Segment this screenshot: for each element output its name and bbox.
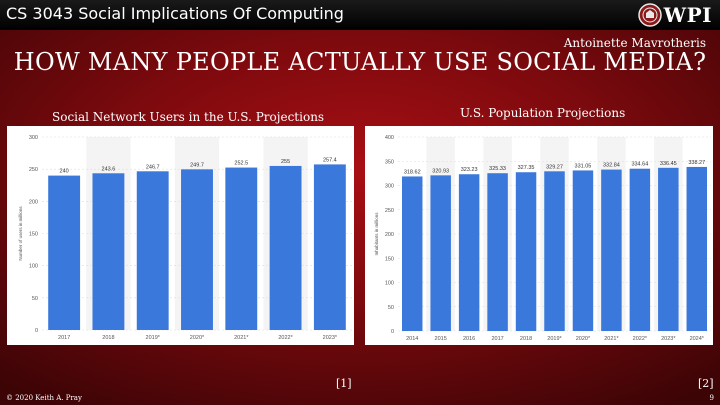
chart2-xtick-label: 2016 — [463, 336, 475, 342]
chart2-xtick-label: 2021* — [604, 336, 619, 342]
chart2-bar — [401, 176, 423, 331]
chart1-ytick-label: 300 — [29, 135, 38, 141]
chart2-xtick-label: 2023* — [661, 336, 676, 342]
chart2-xtick-label: 2017 — [491, 336, 503, 342]
reference-1[interactable]: [1] — [336, 377, 352, 390]
header-bar: CS 3043 Social Implications Of Computing… — [0, 0, 720, 30]
chart2-data-label: 318.62 — [404, 169, 421, 175]
chart2-ytick-label: 150 — [385, 256, 394, 262]
chart2-y-axis-label: Inhabitants in millions — [374, 212, 379, 256]
chart1-bar — [313, 164, 346, 330]
chart2-xtick-label: 2020* — [576, 336, 591, 342]
chart2-bar — [658, 167, 679, 331]
chart2-ytick-label: 300 — [385, 184, 394, 190]
chart2-xtick-label: 2019* — [547, 336, 562, 342]
chart2-panel: 0 50 100 150 200 250 300 350 400 Inhabitants in m… — [365, 126, 713, 345]
chart2-bar — [430, 175, 451, 331]
chart2-ytick-label: 0 — [391, 329, 394, 335]
chart2-bar — [629, 168, 651, 331]
chart1-y-axis-label: Number of users in millions — [18, 206, 23, 261]
chart1-ytick-label: 250 — [29, 167, 38, 173]
chart2-data-label: 329.27 — [546, 164, 563, 170]
chart2-bar — [601, 169, 622, 331]
chart1-bar — [136, 171, 169, 330]
chart2-data-label: 320.93 — [432, 168, 449, 174]
chart2-ytick-label: 200 — [385, 232, 394, 238]
chart1-ytick-label: 50 — [32, 296, 38, 302]
chart2-bar — [458, 174, 480, 331]
chart2-ytick-label: 250 — [385, 208, 394, 214]
chart1-xtick-label: 2019* — [146, 335, 161, 341]
page-number: 9 — [709, 394, 714, 402]
chart1-xtick-label: 2021* — [234, 335, 249, 341]
chart2-bar — [544, 171, 565, 331]
chart2-data-label: 332.84 — [603, 163, 620, 169]
chart2-ytick-label: 400 — [385, 135, 394, 141]
chart2-ytick-label: 100 — [385, 281, 394, 287]
chart2-xtick-label: 2018 — [520, 336, 532, 342]
chart1-xtick-label: 2022* — [278, 335, 293, 341]
chart1-data-label: 240 — [60, 169, 69, 175]
slide-title: HOW MANY PEOPLE ACTUALLY USE SOCIAL MEDI… — [13, 48, 707, 76]
seal-icon — [637, 2, 662, 27]
chart2-data-label: 338.27 — [688, 160, 705, 166]
chart1-xtick-label: 2020* — [190, 335, 205, 341]
chart1-bar — [225, 167, 258, 330]
chart1-data-label: 246.7 — [146, 164, 160, 170]
chart1-xtick-label: 2023* — [323, 335, 338, 341]
chart1-data-label: 249.7 — [190, 162, 204, 168]
reference-2[interactable]: [2] — [698, 377, 714, 390]
chart1-bar — [92, 173, 125, 330]
chart1-title: Social Network Users in the U.S. Project… — [52, 110, 325, 124]
chart2-xtick-label: 2022* — [633, 336, 648, 342]
chart2-bar — [572, 170, 594, 331]
chart1-data-label: 252.5 — [234, 161, 248, 167]
author-name: Antoinette Mavrotheris — [563, 36, 706, 50]
chart1-bar — [181, 169, 213, 330]
chart1-xtick-label: 2018 — [102, 335, 114, 341]
chart1-svg: 0 50 100 150 200 250 300 Number of users in mil… — [18, 135, 352, 341]
chart2-data-label: 331.05 — [575, 163, 592, 169]
chart1-data-label: 255 — [281, 159, 290, 165]
wpi-logo: WPI — [637, 1, 712, 28]
chart1-panel: 0 50 100 150 200 250 300 Number of users in mil… — [7, 126, 354, 345]
chart2-xtick-label: 2024* — [690, 336, 705, 342]
chart2-ytick-label: 350 — [385, 159, 394, 165]
logo-text: WPI — [663, 2, 712, 27]
chart2-svg: 0 50 100 150 200 250 300 350 400 Inhabitants in m… — [374, 135, 711, 342]
chart2-data-label: 327.35 — [518, 165, 535, 171]
course-title: CS 3043 Social Implications Of Computing — [6, 4, 344, 23]
chart1-data-label: 257.4 — [323, 157, 337, 163]
chart2-data-label: 325.33 — [489, 166, 506, 172]
chart1-xtick-label: 2017 — [58, 335, 70, 341]
chart2-ytick-label: 50 — [388, 305, 394, 311]
chart2-data-label: 336.45 — [660, 161, 677, 167]
chart1-ytick-label: 200 — [29, 199, 38, 205]
chart2-data-label: 334.64 — [631, 162, 648, 168]
chart2-title: U.S. Population Projections — [460, 106, 626, 120]
chart2-xtick-label: 2014 — [406, 336, 418, 342]
chart2-bar — [515, 172, 537, 331]
chart2-xtick-label: 2015 — [435, 336, 447, 342]
chart1-bar — [48, 175, 81, 330]
chart2-bar — [686, 166, 708, 331]
chart1-ytick-label: 0 — [35, 328, 38, 334]
chart2-data-label: 323.23 — [461, 167, 478, 173]
copyright: © 2020 Keith A. Pray — [6, 394, 82, 402]
chart2-bar — [487, 173, 508, 331]
chart1-ytick-label: 100 — [29, 264, 38, 270]
chart1-data-label: 243.6 — [102, 166, 116, 172]
chart1-bar — [269, 165, 302, 330]
chart1-ytick-label: 150 — [29, 232, 38, 238]
